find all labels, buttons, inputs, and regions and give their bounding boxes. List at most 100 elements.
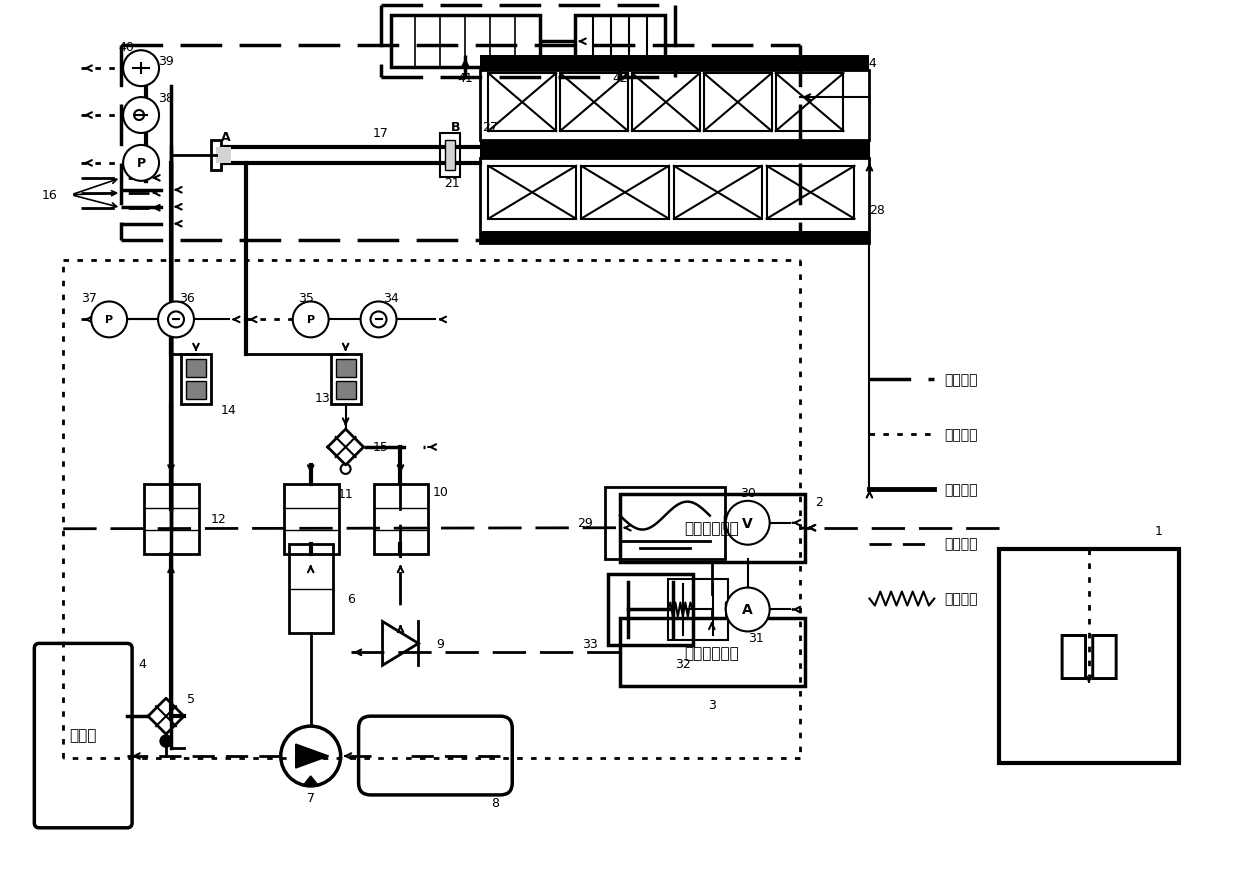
Text: 电子控制单元: 电子控制单元 bbox=[684, 645, 739, 660]
Bar bbox=[620, 494, 805, 562]
Text: 2: 2 bbox=[816, 496, 823, 509]
Text: 10: 10 bbox=[433, 485, 449, 499]
Text: 12: 12 bbox=[211, 512, 227, 526]
Bar bbox=[289, 544, 332, 634]
Text: 41: 41 bbox=[458, 72, 474, 85]
Text: 38: 38 bbox=[157, 91, 174, 105]
Text: 5: 5 bbox=[187, 692, 195, 705]
Bar bbox=[144, 485, 198, 554]
Bar bbox=[445, 140, 455, 171]
Bar bbox=[211, 140, 221, 171]
Text: 7: 7 bbox=[306, 791, 315, 805]
Bar bbox=[632, 74, 699, 131]
Text: 储气罐: 储气罐 bbox=[69, 728, 97, 743]
Text: 3: 3 bbox=[708, 698, 715, 711]
Text: 31: 31 bbox=[748, 631, 764, 645]
Bar bbox=[776, 74, 843, 131]
Text: 13: 13 bbox=[315, 392, 331, 404]
Text: 控制线路: 控制线路 bbox=[945, 373, 978, 387]
Bar bbox=[999, 549, 1179, 763]
Circle shape bbox=[725, 588, 770, 632]
Bar bbox=[440, 134, 460, 178]
Bar bbox=[181, 355, 211, 405]
Bar bbox=[575, 16, 665, 68]
Text: 进气管路: 进气管路 bbox=[945, 483, 978, 496]
Text: 采集线路: 采集线路 bbox=[945, 427, 978, 442]
Bar bbox=[480, 56, 869, 72]
Text: B: B bbox=[450, 122, 460, 134]
Text: 24: 24 bbox=[862, 56, 878, 70]
Bar bbox=[673, 166, 761, 219]
Circle shape bbox=[157, 302, 193, 338]
Bar bbox=[186, 382, 206, 400]
Text: P: P bbox=[306, 315, 315, 325]
Text: 9: 9 bbox=[436, 637, 444, 650]
Text: 14: 14 bbox=[221, 403, 237, 416]
Bar bbox=[605, 487, 724, 559]
Text: 16: 16 bbox=[41, 189, 57, 202]
Text: 37: 37 bbox=[82, 291, 97, 305]
Text: 6: 6 bbox=[347, 593, 355, 605]
Text: 40: 40 bbox=[118, 41, 134, 54]
Text: 1: 1 bbox=[1154, 525, 1163, 537]
Text: 33: 33 bbox=[583, 637, 598, 650]
Text: 11: 11 bbox=[337, 488, 353, 501]
Circle shape bbox=[123, 98, 159, 134]
Bar bbox=[480, 159, 869, 243]
Text: P: P bbox=[136, 157, 145, 170]
Circle shape bbox=[361, 302, 397, 338]
Bar bbox=[582, 166, 668, 219]
Text: 15: 15 bbox=[372, 441, 388, 454]
Text: 4: 4 bbox=[138, 657, 146, 670]
Text: 35: 35 bbox=[298, 291, 314, 305]
Bar bbox=[620, 619, 805, 687]
Circle shape bbox=[123, 51, 159, 87]
Text: 39: 39 bbox=[159, 55, 174, 68]
Bar bbox=[480, 72, 869, 140]
Circle shape bbox=[280, 726, 341, 786]
Polygon shape bbox=[303, 776, 319, 786]
Bar bbox=[373, 485, 429, 554]
Bar bbox=[336, 382, 356, 400]
Bar bbox=[216, 148, 231, 164]
Text: 电脑: 电脑 bbox=[1058, 629, 1121, 681]
Text: 32: 32 bbox=[675, 657, 691, 670]
Bar bbox=[489, 166, 577, 219]
Bar bbox=[391, 16, 541, 68]
Text: 30: 30 bbox=[740, 487, 755, 500]
Text: 29: 29 bbox=[577, 517, 593, 529]
Text: 28: 28 bbox=[869, 204, 885, 217]
Bar bbox=[186, 360, 206, 378]
Text: 负载电路: 负载电路 bbox=[945, 592, 978, 606]
Text: 34: 34 bbox=[383, 291, 398, 305]
Bar bbox=[668, 579, 728, 641]
Bar bbox=[489, 74, 557, 131]
Text: 17: 17 bbox=[372, 127, 388, 140]
Bar bbox=[560, 74, 627, 131]
Text: 42: 42 bbox=[613, 72, 627, 85]
Bar bbox=[766, 166, 854, 219]
Text: 8: 8 bbox=[491, 797, 500, 809]
Text: 27: 27 bbox=[482, 122, 498, 134]
Circle shape bbox=[725, 502, 770, 545]
Text: A: A bbox=[743, 603, 753, 617]
Polygon shape bbox=[295, 744, 329, 768]
Circle shape bbox=[293, 302, 329, 338]
Text: 36: 36 bbox=[179, 291, 195, 305]
Bar bbox=[608, 574, 693, 645]
Bar bbox=[480, 232, 869, 243]
Circle shape bbox=[160, 735, 172, 747]
Text: P: P bbox=[105, 315, 113, 325]
Bar bbox=[704, 74, 771, 131]
Text: 信息整合模块: 信息整合模块 bbox=[684, 520, 739, 536]
Text: V: V bbox=[743, 516, 753, 530]
Text: A: A bbox=[221, 131, 231, 144]
Text: 21: 21 bbox=[444, 177, 460, 190]
Circle shape bbox=[123, 146, 159, 181]
Circle shape bbox=[92, 302, 128, 338]
Bar bbox=[331, 355, 361, 405]
Bar bbox=[480, 140, 869, 159]
Bar bbox=[284, 485, 339, 554]
Bar bbox=[336, 360, 356, 378]
Text: 排气管路: 排气管路 bbox=[945, 537, 978, 551]
